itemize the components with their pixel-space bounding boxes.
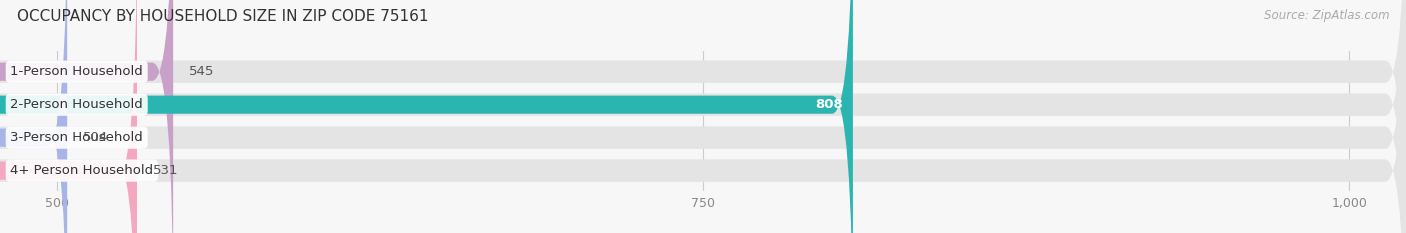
Text: 3-Person Household: 3-Person Household bbox=[10, 131, 143, 144]
Text: 504: 504 bbox=[83, 131, 108, 144]
Text: 2-Person Household: 2-Person Household bbox=[10, 98, 143, 111]
Text: 808: 808 bbox=[815, 98, 842, 111]
FancyBboxPatch shape bbox=[0, 0, 67, 233]
Text: 531: 531 bbox=[152, 164, 179, 177]
Text: Source: ZipAtlas.com: Source: ZipAtlas.com bbox=[1264, 9, 1389, 22]
Text: OCCUPANCY BY HOUSEHOLD SIZE IN ZIP CODE 75161: OCCUPANCY BY HOUSEHOLD SIZE IN ZIP CODE … bbox=[17, 9, 429, 24]
FancyBboxPatch shape bbox=[0, 0, 853, 233]
Text: 545: 545 bbox=[188, 65, 214, 78]
FancyBboxPatch shape bbox=[0, 0, 173, 233]
FancyBboxPatch shape bbox=[0, 0, 136, 233]
Text: 4+ Person Household: 4+ Person Household bbox=[10, 164, 153, 177]
Text: 1-Person Household: 1-Person Household bbox=[10, 65, 143, 78]
